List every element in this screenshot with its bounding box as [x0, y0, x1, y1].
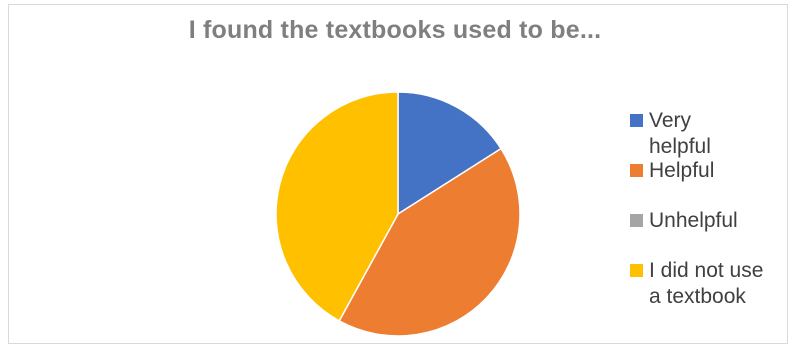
legend-item-helpful: Helpful	[630, 158, 714, 184]
legend-swatch	[630, 214, 643, 227]
legend-swatch	[630, 114, 643, 127]
legend-label: Helpful	[649, 159, 715, 182]
legend-swatch	[630, 164, 643, 177]
legend-swatch	[630, 264, 643, 277]
pie-slice-very-helpful	[397, 91, 503, 216]
pie-slice-i-did-not-use-a-textbook	[275, 91, 399, 322]
legend-label: Unhelpful	[649, 209, 738, 232]
legend-item-did-not-use: I did not use a textbook	[630, 258, 779, 310]
legend-label: Very helpful	[649, 109, 711, 158]
legend-item-unhelpful: Unhelpful	[630, 208, 738, 234]
pie-slice-helpful	[338, 147, 521, 337]
legend-label: I did not use a textbook	[649, 259, 764, 308]
chart-title: I found the textbooks used to be...	[188, 16, 602, 44]
pie-slices	[275, 91, 521, 337]
legend-item-very-helpful: Very helpful	[630, 108, 711, 160]
